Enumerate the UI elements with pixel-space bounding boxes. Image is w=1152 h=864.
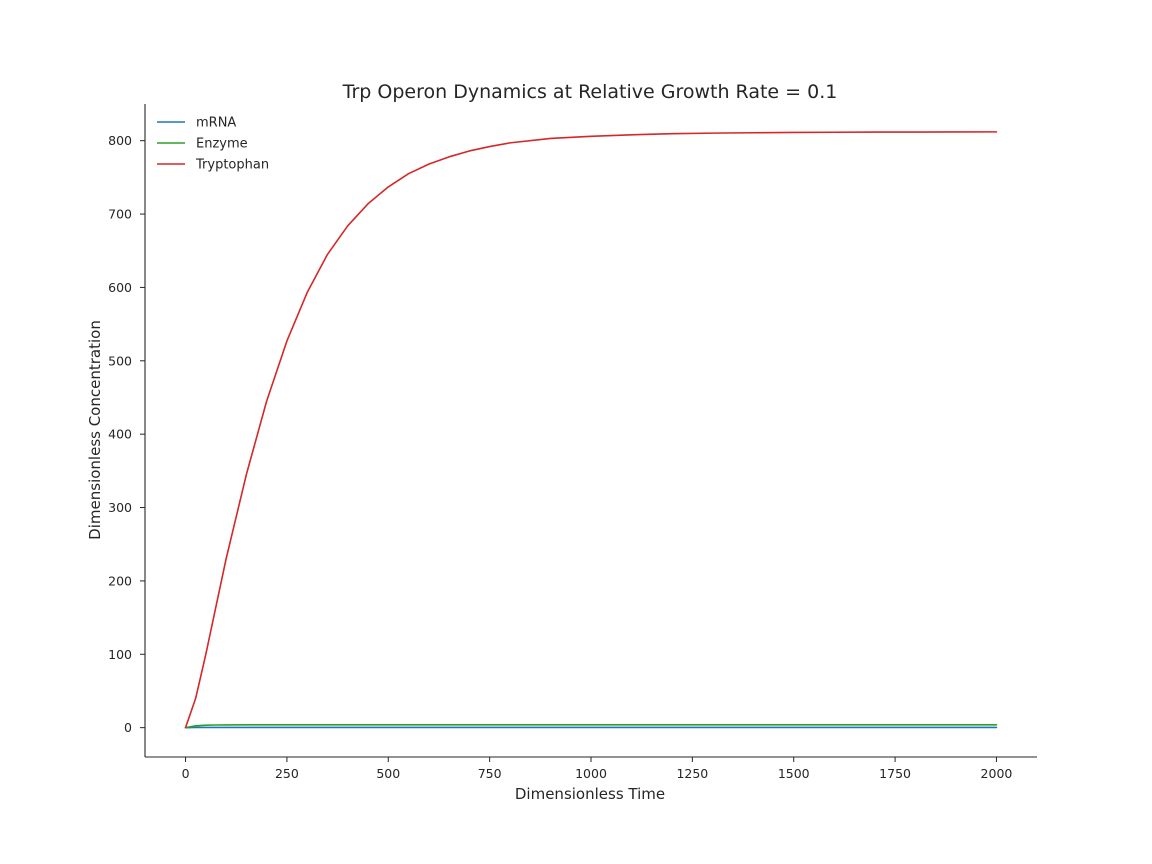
x-tick-label: 0 <box>182 766 190 781</box>
y-tick-label: 300 <box>108 500 132 515</box>
x-tick-label: 750 <box>478 766 502 781</box>
x-axis-ticks: 0 250 500 750 1000 1250 1500 1750 2000 <box>182 757 1013 781</box>
legend-label-mrna: mRNA <box>196 116 236 131</box>
y-tick-label: 100 <box>108 647 132 662</box>
legend-label-tryptophan: Tryptophan <box>195 158 269 173</box>
y-axis-label: Dimensionless Concentration <box>86 320 104 540</box>
y-tick-label: 800 <box>108 133 132 148</box>
series-layer <box>184 131 998 729</box>
x-tick-label: 1000 <box>575 766 607 781</box>
x-tick-label: 1500 <box>778 766 810 781</box>
legend-label-enzyme: Enzyme <box>196 137 248 152</box>
y-axis-ticks: 0 100 200 300 400 500 600 700 800 <box>108 133 145 735</box>
x-tick-label: 500 <box>376 766 400 781</box>
x-tick-label: 1750 <box>879 766 911 781</box>
y-tick-label: 700 <box>108 207 132 222</box>
y-tick-label: 200 <box>108 573 132 588</box>
y-tick-label: 600 <box>108 280 132 295</box>
legend: mRNA Enzyme Tryptophan <box>157 116 269 173</box>
y-tick-label: 500 <box>108 353 132 368</box>
y-tick-label: 400 <box>108 427 132 442</box>
series-line-enzyme <box>184 724 998 729</box>
x-tick-label: 1250 <box>676 766 708 781</box>
chart-title: Trp Operon Dynamics at Relative Growth R… <box>342 81 838 103</box>
y-tick-label: 0 <box>124 720 132 735</box>
series-line-tryptophan <box>184 131 998 729</box>
x-axis-label: Dimensionless Time <box>515 785 665 803</box>
x-tick-label: 250 <box>275 766 299 781</box>
x-tick-label: 2000 <box>981 766 1013 781</box>
